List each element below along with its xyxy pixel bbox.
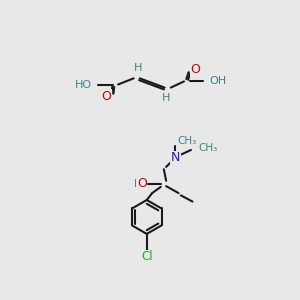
- Text: O: O: [190, 63, 200, 76]
- Text: Cl: Cl: [141, 250, 153, 263]
- Text: N: N: [171, 151, 180, 164]
- Text: HO: HO: [75, 80, 92, 89]
- Text: H: H: [162, 93, 170, 103]
- Text: OH: OH: [210, 76, 227, 86]
- Text: O: O: [101, 90, 111, 103]
- Text: CH₃: CH₃: [198, 143, 217, 153]
- Text: H: H: [134, 63, 142, 73]
- Text: H: H: [134, 179, 142, 189]
- Text: O: O: [137, 177, 147, 190]
- Text: CH₃: CH₃: [178, 136, 197, 146]
